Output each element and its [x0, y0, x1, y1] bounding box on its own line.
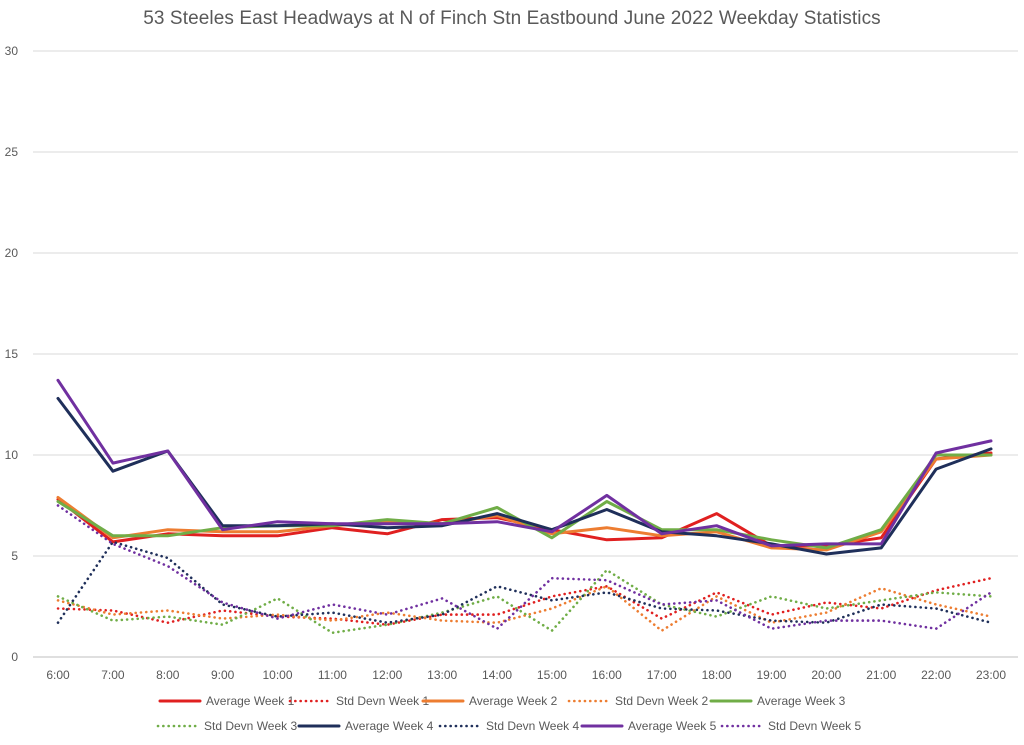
series-line-std-devn-week-3	[56, 568, 993, 635]
legend-label-average-week-4: Average Week 4	[345, 719, 434, 733]
x-tick-label-1700: 17:00	[647, 668, 677, 682]
x-tick-label-1000: 10:00	[263, 668, 293, 682]
y-tick-label-15: 15	[5, 347, 19, 361]
x-tick-label-1300: 13:00	[427, 668, 457, 682]
x-tick-label-2000: 20:00	[811, 668, 841, 682]
legend-label-std-devn-week-5: Std Devn Week 5	[768, 719, 861, 733]
x-tick-label-700: 7:00	[101, 668, 125, 682]
series-line-average-week-2	[56, 453, 993, 552]
legend-label-average-week-1: Average Week 1	[206, 694, 295, 708]
series-line-average-week-4	[56, 396, 993, 556]
series-line-std-devn-week-1	[56, 576, 993, 627]
series-line-std-devn-week-2	[56, 584, 993, 633]
chart-title: 53 Steeles East Headways at N of Finch S…	[143, 8, 881, 29]
series-line-average-week-5	[56, 378, 993, 548]
x-tick-label-1100: 11:00	[318, 668, 347, 682]
x-tick-label-1400: 14:00	[482, 668, 512, 682]
y-tick-label-10: 10	[5, 448, 19, 462]
y-tick-label-25: 25	[5, 145, 19, 159]
x-tick-label-1500: 15:00	[537, 668, 567, 682]
legend-label-std-devn-week-3: Std Devn Week 3	[204, 719, 297, 733]
legend-label-std-devn-week-1: Std Devn Week 1	[336, 694, 429, 708]
x-tick-label-1600: 16:00	[592, 668, 622, 682]
x-tick-label-1800: 18:00	[702, 668, 732, 682]
legend-label-average-week-2: Average Week 2	[469, 694, 558, 708]
y-tick-label-5: 5	[11, 549, 18, 563]
x-tick-label-2100: 21:00	[866, 668, 896, 682]
x-tick-label-2300: 23:00	[976, 668, 1006, 682]
x-tick-label-900: 9:00	[211, 668, 235, 682]
x-tick-label-2200: 22:00	[921, 668, 951, 682]
legend-label-std-devn-week-4: Std Devn Week 4	[486, 719, 579, 733]
x-tick-label-1200: 12:00	[372, 668, 402, 682]
legend-label-std-devn-week-2: Std Devn Week 2	[615, 694, 708, 708]
y-tick-label-30: 30	[5, 44, 19, 58]
x-tick-label-800: 8:00	[156, 668, 180, 682]
x-tick-label-600: 6:00	[46, 668, 70, 682]
x-tick-label-1900: 19:00	[756, 668, 786, 682]
legend-label-average-week-3: Average Week 3	[757, 694, 846, 708]
legend-label-average-week-5: Average Week 5	[628, 719, 717, 733]
y-tick-label-0: 0	[11, 650, 18, 664]
y-tick-label-20: 20	[5, 246, 19, 260]
series-line-std-devn-week-4	[56, 540, 993, 625]
series-line-std-devn-week-5	[56, 504, 993, 631]
